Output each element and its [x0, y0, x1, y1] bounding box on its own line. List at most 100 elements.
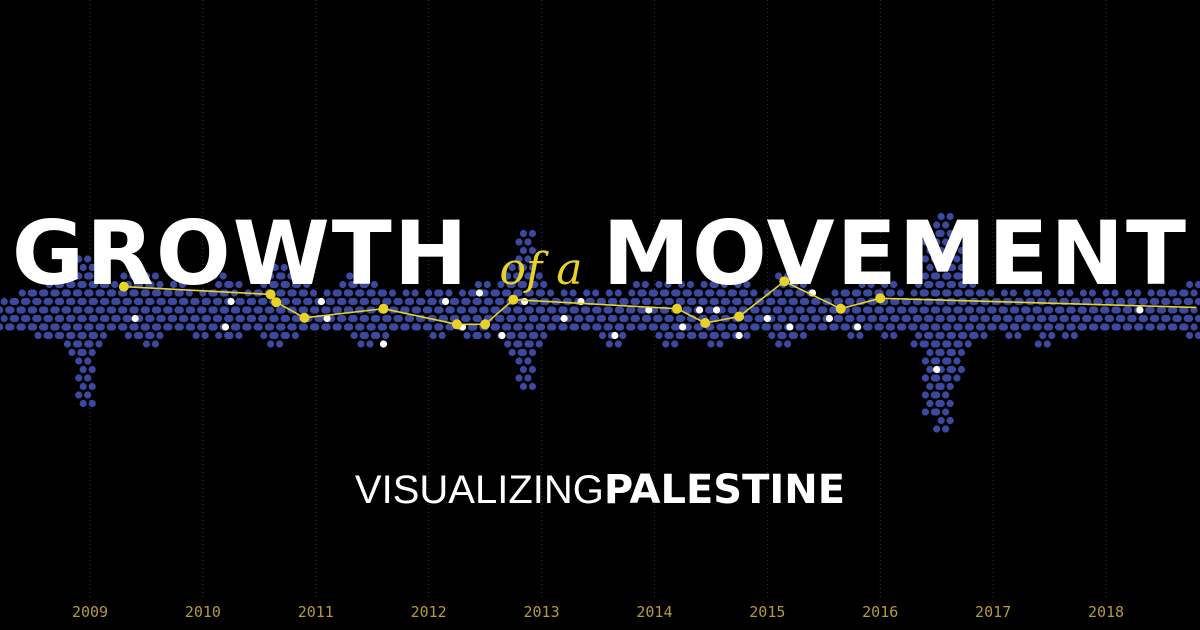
dot — [865, 289, 873, 297]
dot — [474, 297, 482, 306]
dot — [605, 289, 613, 297]
dot — [887, 306, 896, 314]
dot — [154, 323, 162, 331]
dot — [57, 314, 65, 323]
dot — [481, 289, 489, 297]
dot — [1061, 314, 1069, 323]
dot — [0, 306, 4, 314]
dot — [334, 289, 342, 297]
dot — [406, 314, 415, 323]
dot — [52, 289, 60, 297]
dot — [526, 272, 534, 280]
dot — [90, 314, 99, 323]
dot — [1045, 306, 1054, 314]
dot — [933, 374, 941, 382]
dot — [1016, 297, 1024, 306]
dot — [481, 306, 489, 314]
trend-point-9 — [700, 318, 711, 328]
dot — [282, 280, 291, 289]
dot — [926, 399, 934, 408]
dot — [192, 331, 200, 340]
dot — [90, 280, 99, 289]
dot — [881, 331, 889, 340]
dot — [960, 263, 968, 272]
dot — [743, 331, 751, 340]
tick-label-2012: 2012 — [411, 603, 447, 621]
dot — [921, 357, 929, 365]
dot — [1095, 297, 1103, 306]
dot — [775, 340, 783, 348]
dot — [1174, 314, 1182, 323]
dot — [835, 297, 844, 306]
dot — [718, 323, 726, 331]
dot — [856, 331, 864, 340]
dot — [515, 289, 523, 297]
dot — [1181, 306, 1189, 314]
dot — [339, 314, 347, 323]
dot — [75, 340, 83, 348]
dot — [707, 289, 715, 297]
dot — [391, 323, 399, 331]
dot — [18, 323, 26, 331]
dot — [989, 323, 997, 331]
dot — [84, 255, 92, 263]
dot — [921, 374, 929, 382]
dot — [743, 280, 751, 289]
dot — [865, 306, 873, 314]
dot — [784, 340, 792, 348]
dot — [808, 306, 817, 314]
dot — [395, 314, 403, 323]
dot — [248, 297, 257, 306]
dot — [854, 289, 862, 297]
dot — [531, 331, 539, 340]
dot — [429, 297, 437, 306]
dot — [158, 314, 166, 323]
dot — [955, 323, 963, 331]
dot — [1048, 331, 1056, 340]
dot — [644, 314, 652, 323]
dot — [598, 314, 607, 323]
trend-point-8 — [672, 303, 683, 314]
dot — [1124, 306, 1133, 314]
highlight-dot-9 — [498, 331, 506, 340]
dot — [199, 306, 207, 314]
dot — [729, 323, 738, 331]
dot — [483, 331, 491, 340]
highlight-dot-4 — [323, 314, 331, 323]
dot — [201, 331, 209, 340]
dot — [395, 297, 403, 306]
dot — [887, 289, 896, 297]
dot — [790, 331, 799, 340]
dot — [84, 374, 92, 382]
dot — [57, 297, 65, 306]
dot — [802, 297, 810, 306]
dot — [1158, 323, 1167, 331]
dot — [752, 306, 760, 314]
dot — [560, 323, 568, 331]
dot — [233, 306, 241, 314]
dot — [1005, 314, 1013, 323]
dot — [628, 306, 636, 314]
dot — [741, 323, 749, 331]
dot — [1027, 314, 1036, 323]
dot — [1057, 289, 1065, 297]
dot — [131, 323, 139, 331]
dot — [1190, 289, 1198, 297]
dot — [553, 314, 561, 323]
dot — [813, 297, 821, 306]
dot — [474, 331, 482, 340]
dot — [689, 331, 697, 340]
dot — [775, 306, 783, 314]
dot — [156, 331, 164, 340]
dot — [989, 306, 997, 314]
dot — [504, 272, 512, 280]
dot — [526, 306, 534, 314]
dot — [763, 289, 771, 297]
dot — [666, 297, 674, 306]
dot — [948, 331, 957, 340]
trend-point-0 — [118, 281, 129, 292]
dot — [303, 280, 311, 289]
dot — [867, 280, 875, 289]
dot — [445, 289, 453, 297]
